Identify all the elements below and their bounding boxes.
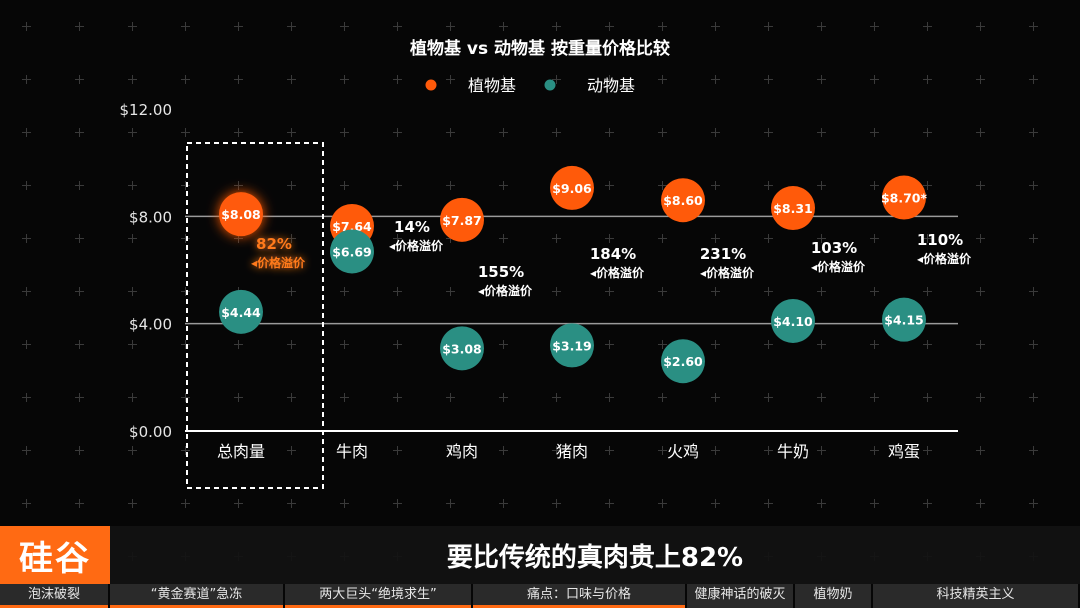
- chapter-segment[interactable]: 科技精英主义: [873, 584, 1080, 608]
- premium-label: ◂价格溢价: [700, 265, 755, 280]
- channel-logo: 硅谷: [0, 526, 110, 584]
- subtitle-caption: 要比传统的真肉贵上82%: [446, 542, 744, 573]
- premium-annotation: 14% ◂价格溢价: [389, 218, 444, 253]
- legend-label-0: 植物基: [468, 76, 516, 95]
- premium-percent: 14%: [394, 218, 430, 236]
- data-label: $8.70*: [881, 191, 928, 206]
- chart-title: 植物基 vs 动物基 按重量价格比较: [410, 38, 670, 59]
- x-tick-label: 火鸡: [667, 442, 699, 461]
- chapter-segment[interactable]: 植物奶: [795, 584, 873, 608]
- x-tick-label: 牛肉: [336, 442, 368, 461]
- data-label: $2.60: [663, 354, 703, 369]
- data-label: $3.19: [552, 338, 592, 353]
- premium-annotation: 82% ◂价格溢价: [251, 235, 306, 270]
- data-label: $8.60: [663, 193, 703, 208]
- data-label: $8.08: [221, 207, 261, 222]
- premium-label: ◂价格溢价: [917, 251, 972, 266]
- premium-label: ◂价格溢价: [251, 255, 306, 270]
- premium-percent: 231%: [700, 245, 746, 263]
- data-point-plant: [882, 175, 926, 220]
- premium-annotation: 184% ◂价格溢价: [590, 245, 645, 280]
- legend-marker-0: [425, 79, 437, 91]
- premium-annotation: 103% ◂价格溢价: [811, 239, 866, 274]
- premium-label: ◂价格溢价: [478, 283, 533, 298]
- data-point-plant: [440, 197, 484, 242]
- x-tick-label: 牛奶: [777, 442, 809, 461]
- premium-label: ◂价格溢价: [389, 238, 444, 253]
- premium-annotation: 155% ◂价格溢价: [478, 263, 533, 298]
- x-tick-label: 猪肉: [556, 442, 588, 461]
- data-label: $8.31: [773, 201, 813, 216]
- y-tick-label: $8.00: [129, 208, 172, 226]
- data-label: $3.08: [442, 341, 482, 356]
- highlight-box: [186, 142, 324, 489]
- chapter-progress-bar: 泡沫破裂 “黄金赛道”急冻 两大巨头“绝境求生” 痛点：口味与价格 健康神话的破灭 植物奶…: [0, 584, 1080, 608]
- data-point-plant: [661, 178, 705, 223]
- premium-percent: 184%: [590, 245, 636, 263]
- legend: 植物基 动物基: [425, 76, 635, 95]
- data-label: $7.87: [442, 213, 482, 228]
- y-tick-label: $0.00: [129, 423, 172, 441]
- y-tick-label: $4.00: [129, 316, 172, 334]
- premium-annotation: 231% ◂价格溢价: [700, 245, 755, 280]
- data-label: $7.64: [332, 219, 372, 234]
- y-tick-label: $12.00: [120, 101, 173, 119]
- data-point-animal: [440, 326, 484, 371]
- caption-bar: [0, 526, 1080, 584]
- premium-annotation: 110% ◂价格溢价: [917, 231, 972, 266]
- x-tick-label: 鸡肉: [446, 442, 478, 461]
- premium-percent: 103%: [811, 239, 857, 257]
- legend-marker-1: [544, 79, 556, 91]
- data-label: $6.69: [332, 244, 372, 259]
- data-point-plant: [219, 192, 263, 237]
- premium-percent: 155%: [478, 263, 524, 281]
- chapter-segment[interactable]: 泡沫破裂: [0, 584, 110, 608]
- data-point-animal: [882, 297, 926, 342]
- chapter-segment[interactable]: 健康神话的破灭: [687, 584, 795, 608]
- data-point-animal: [219, 289, 263, 334]
- chapter-segment[interactable]: “黄金赛道”急冻: [110, 584, 285, 608]
- premium-label: ◂价格溢价: [590, 265, 645, 280]
- data-label: $4.15: [884, 313, 924, 328]
- chapter-segment[interactable]: 两大巨头“绝境求生”: [285, 584, 473, 608]
- chapter-segment[interactable]: 痛点：口味与价格: [473, 584, 687, 608]
- legend-label-1: 动物基: [587, 76, 635, 95]
- data-point-animal: [661, 339, 705, 384]
- data-point-animal: [771, 298, 815, 343]
- data-label: $4.10: [773, 314, 813, 329]
- x-tick-label: 总肉量: [217, 442, 265, 461]
- data-point-plant: [550, 165, 594, 210]
- data-point-animal: [330, 229, 374, 274]
- premium-percent: 110%: [917, 231, 963, 249]
- data-point-plant: [771, 186, 815, 231]
- x-tick-label: 鸡蛋: [888, 442, 920, 461]
- premium-label: ◂价格溢价: [811, 259, 866, 274]
- data-label: $9.06: [552, 181, 592, 196]
- data-label: $4.44: [221, 305, 261, 320]
- premium-percent: 82%: [256, 235, 292, 253]
- data-point-animal: [550, 323, 594, 368]
